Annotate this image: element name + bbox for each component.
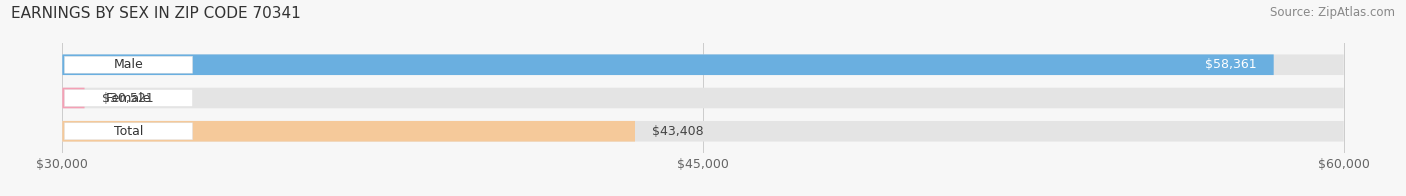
FancyBboxPatch shape xyxy=(65,123,193,140)
FancyBboxPatch shape xyxy=(62,121,1344,142)
Text: EARNINGS BY SEX IN ZIP CODE 70341: EARNINGS BY SEX IN ZIP CODE 70341 xyxy=(11,6,301,21)
FancyBboxPatch shape xyxy=(62,88,84,108)
Text: Source: ZipAtlas.com: Source: ZipAtlas.com xyxy=(1270,6,1395,19)
Text: $58,361: $58,361 xyxy=(1205,58,1257,71)
Text: $30,521: $30,521 xyxy=(101,92,153,104)
FancyBboxPatch shape xyxy=(62,121,636,142)
FancyBboxPatch shape xyxy=(62,54,1344,75)
Text: Total: Total xyxy=(114,125,143,138)
FancyBboxPatch shape xyxy=(65,56,193,73)
Text: $43,408: $43,408 xyxy=(652,125,704,138)
FancyBboxPatch shape xyxy=(65,90,193,106)
Text: Female: Female xyxy=(105,92,152,104)
FancyBboxPatch shape xyxy=(62,54,1274,75)
Text: Male: Male xyxy=(114,58,143,71)
FancyBboxPatch shape xyxy=(62,88,1344,108)
